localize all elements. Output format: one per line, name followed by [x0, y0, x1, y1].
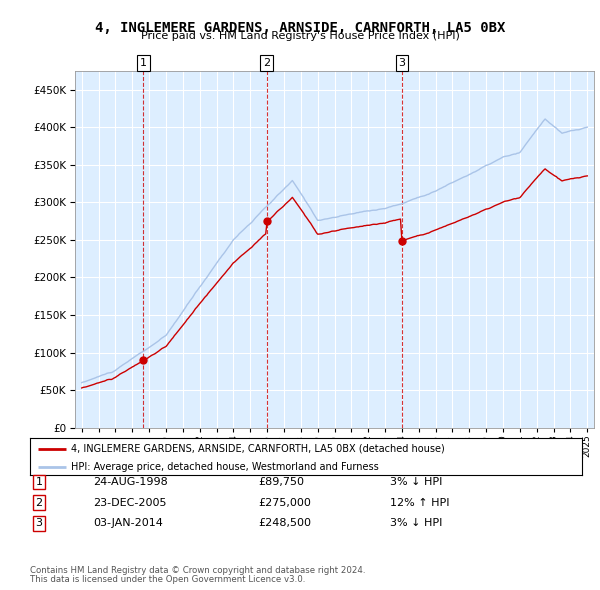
Text: £248,500: £248,500 [258, 519, 311, 528]
Text: 4, INGLEMERE GARDENS, ARNSIDE, CARNFORTH, LA5 0BX: 4, INGLEMERE GARDENS, ARNSIDE, CARNFORTH… [95, 21, 505, 35]
Text: £275,000: £275,000 [258, 498, 311, 507]
Text: Contains HM Land Registry data © Crown copyright and database right 2024.: Contains HM Land Registry data © Crown c… [30, 566, 365, 575]
Text: 3: 3 [398, 58, 406, 68]
Text: Price paid vs. HM Land Registry's House Price Index (HPI): Price paid vs. HM Land Registry's House … [140, 31, 460, 41]
Text: 23-DEC-2005: 23-DEC-2005 [93, 498, 167, 507]
Text: 1: 1 [140, 58, 147, 68]
Text: 24-AUG-1998: 24-AUG-1998 [93, 477, 168, 487]
Text: 3: 3 [35, 519, 43, 528]
Text: 3% ↓ HPI: 3% ↓ HPI [390, 519, 442, 528]
Text: HPI: Average price, detached house, Westmorland and Furness: HPI: Average price, detached house, West… [71, 462, 379, 472]
Text: 2: 2 [263, 58, 271, 68]
Text: 3% ↓ HPI: 3% ↓ HPI [390, 477, 442, 487]
Text: 4, INGLEMERE GARDENS, ARNSIDE, CARNFORTH, LA5 0BX (detached house): 4, INGLEMERE GARDENS, ARNSIDE, CARNFORTH… [71, 444, 445, 454]
Text: 12% ↑ HPI: 12% ↑ HPI [390, 498, 449, 507]
Text: 03-JAN-2014: 03-JAN-2014 [93, 519, 163, 528]
Text: £89,750: £89,750 [258, 477, 304, 487]
Text: 2: 2 [35, 498, 43, 507]
Text: 1: 1 [35, 477, 43, 487]
Text: This data is licensed under the Open Government Licence v3.0.: This data is licensed under the Open Gov… [30, 575, 305, 584]
